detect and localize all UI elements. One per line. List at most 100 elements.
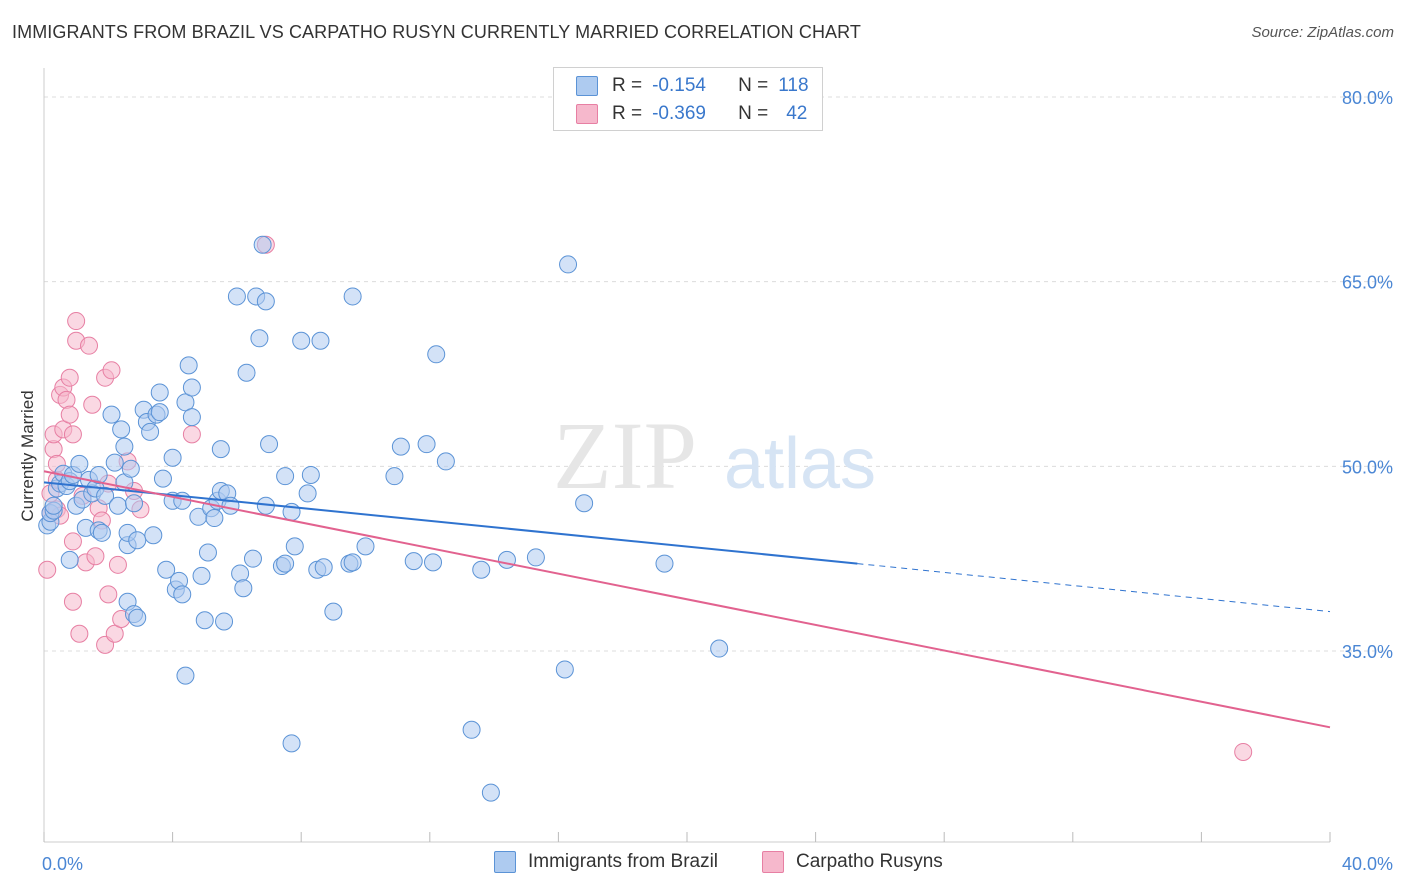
brazil-point [211, 440, 230, 459]
carpatho-rusyn-point [86, 547, 105, 566]
brazil-point [153, 469, 172, 488]
legend-r-label: R = [612, 103, 643, 124]
brazil-point [157, 560, 176, 579]
source-label: Source: ZipAtlas.com [1251, 24, 1394, 41]
brazil-point [237, 363, 256, 382]
y-axis-label: Currently Married [18, 390, 37, 521]
trend-lines [43, 470, 1331, 729]
legend-r-label: R = [612, 75, 643, 96]
correlation-legend: R = -0.154 N = 118 R = -0.369 N = 42 [553, 67, 823, 131]
carpatho-rusyn-point [83, 395, 102, 414]
brazil-point [343, 287, 362, 306]
x-tick-label: 40.0% [1342, 854, 1393, 874]
brazil-point [243, 549, 262, 568]
carpatho-rusyn-point [182, 425, 201, 444]
brazil-point [102, 405, 121, 424]
y-tick-label: 80.0% [1342, 88, 1393, 108]
brazil-point [121, 459, 140, 478]
watermark-zip: ZIP [553, 402, 697, 509]
brazil-point [356, 537, 375, 556]
brazil-point [182, 408, 201, 427]
brazil-point [70, 454, 89, 473]
brazil-point [462, 720, 481, 739]
carpatho-rusyn-point [60, 368, 79, 387]
brazil-point [89, 465, 108, 484]
carpatho-rusyn-point [108, 555, 127, 574]
brazil-point [285, 537, 304, 556]
carpatho-rusyn-point [63, 592, 82, 611]
brazil-point [391, 437, 410, 456]
carpatho-rusyn-point [99, 585, 118, 604]
brazil-point [497, 550, 516, 569]
legend-item-brazil: Immigrants from Brazil [494, 851, 718, 873]
brazil-point [227, 287, 246, 306]
brazil-point [128, 608, 147, 627]
brazil-point [292, 331, 311, 350]
watermark-atlas: atlas [724, 424, 876, 504]
brazil-point [195, 611, 214, 630]
brazil-point [250, 329, 269, 348]
brazil-point [125, 494, 144, 513]
legend-label-rusyns: Carpatho Rusyns [796, 851, 943, 872]
brazil-point [179, 356, 198, 375]
carpatho-rusyn-point [57, 390, 76, 409]
legend-n-label: N = [738, 103, 769, 124]
brazil-point [417, 435, 436, 454]
brazil-point [198, 543, 217, 562]
brazil-point [559, 255, 578, 274]
legend-row-rusyns: R = -0.369 N = 42 [576, 101, 807, 127]
carpatho-rusyn-point [63, 532, 82, 551]
watermark: ZIP atlas [553, 402, 876, 509]
carpatho-rusyn-point [67, 312, 86, 331]
brazil-point [256, 292, 275, 311]
brazil-point [472, 560, 491, 579]
brazil-point [163, 448, 182, 467]
tick-labels: 80.0% 65.0% 50.0% 35.0% 0.0% 40.0% [42, 88, 1393, 874]
y-tick-label: 35.0% [1342, 642, 1393, 662]
brazil-point [128, 531, 147, 550]
brazil-point [575, 494, 594, 513]
legend-n-value: 118 [778, 75, 809, 96]
brazil-point [92, 523, 111, 542]
brazil-point [481, 783, 500, 802]
brazil-point [215, 612, 234, 631]
legend-swatch-blue [494, 851, 516, 873]
brazil-point [526, 548, 545, 567]
y-tick-label: 65.0% [1342, 273, 1393, 293]
brazil-point [436, 452, 455, 471]
carpatho-rusyn-point [102, 361, 121, 380]
brazil-point [44, 496, 63, 515]
chart-title: IMMIGRANTS FROM BRAZIL VS CARPATHO RUSYN… [12, 22, 862, 42]
brazil-point [404, 552, 423, 571]
brazil-point [205, 509, 224, 528]
brazil-point [298, 484, 317, 503]
brazil-point [176, 666, 195, 685]
brazil-point [324, 602, 343, 621]
carpatho-rusyn-point [38, 560, 57, 579]
brazil-point [105, 453, 124, 472]
brazil-point [282, 734, 301, 753]
brazil-point [424, 553, 443, 572]
brazil-point [182, 378, 201, 397]
brazil-trend-line [43, 481, 858, 565]
brazil-point [108, 496, 127, 515]
carpatho-rusyn-point [1234, 742, 1253, 761]
brazil-point [385, 467, 404, 486]
carpatho-rusyn-point [63, 425, 82, 444]
legend-r-value: -0.369 [652, 103, 706, 124]
brazil-point [276, 554, 295, 573]
brazil-point [655, 554, 674, 573]
legend-item-rusyns: Carpatho Rusyns [762, 851, 943, 873]
legend-swatch-pink [576, 104, 598, 124]
brazil-point [427, 345, 446, 364]
brazil-point [144, 526, 163, 545]
brazil-point [555, 660, 574, 679]
brazil-point [150, 383, 169, 402]
legend-label-brazil: Immigrants from Brazil [528, 851, 719, 872]
carpatho-rusyn-point [80, 336, 99, 355]
brazil-point [343, 553, 362, 572]
brazil-point [260, 435, 279, 454]
legend-n-label: N = [738, 75, 769, 96]
brazil-point [112, 420, 131, 439]
